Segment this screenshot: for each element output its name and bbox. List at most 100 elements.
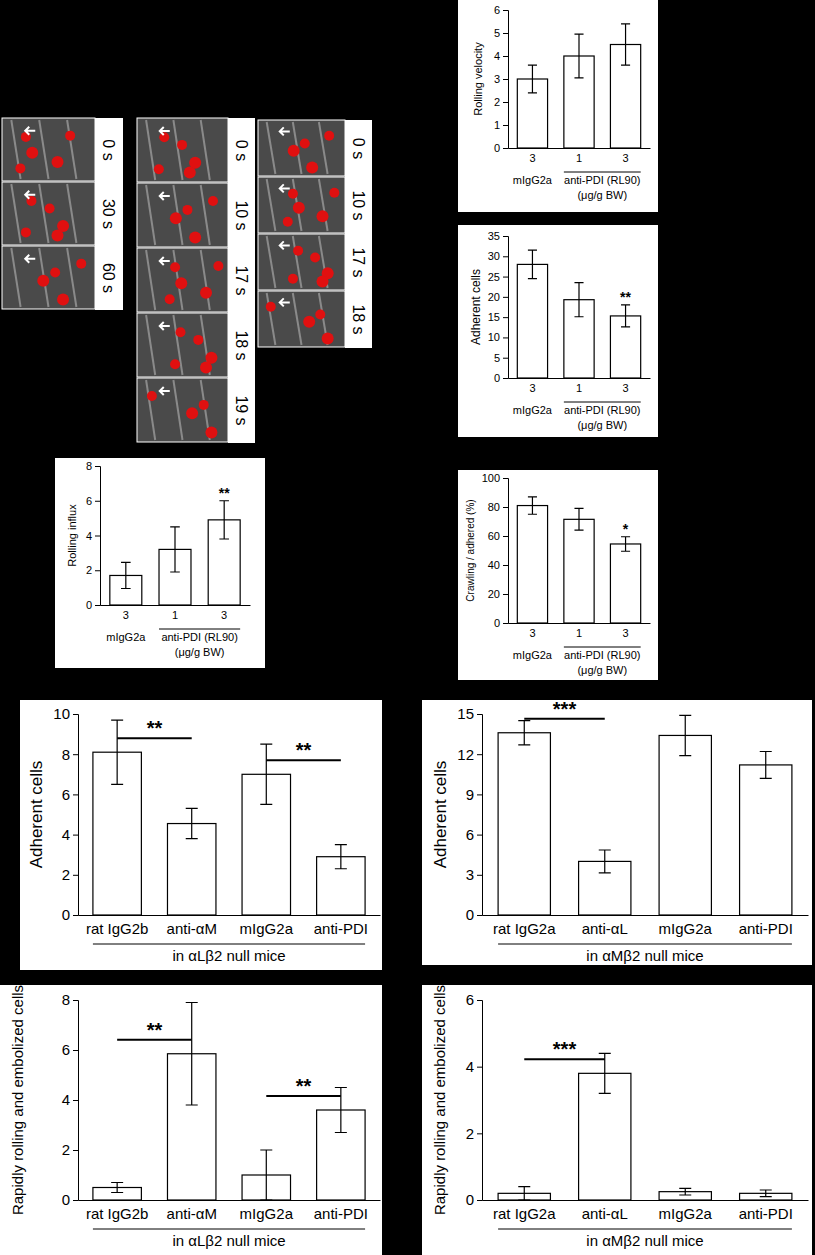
cell <box>199 400 209 410</box>
tick-mark <box>73 794 78 795</box>
tick-mark <box>503 236 508 237</box>
error-bar <box>121 562 131 588</box>
vessel-texture <box>201 250 210 310</box>
tick-label: rat IgG2b <box>86 920 149 937</box>
vessel-texture <box>267 236 276 288</box>
error-bar <box>186 808 198 838</box>
error-bar <box>621 24 630 65</box>
panel-background <box>0 985 382 1255</box>
time-label: 17 s <box>350 247 367 277</box>
error-bar <box>621 537 630 552</box>
tick-label: 3 <box>123 609 129 621</box>
y-tick: 2 <box>86 564 100 576</box>
tick-mark <box>73 1200 78 1201</box>
tick-mark <box>503 79 508 80</box>
x-tick: anti-αM <box>167 915 217 937</box>
time-label: 0 s <box>100 139 117 160</box>
significance: ** <box>620 289 631 305</box>
cell <box>310 253 320 263</box>
tick-label: 2 <box>494 96 500 108</box>
tick-label: 2 <box>62 1141 70 1158</box>
cell <box>200 361 212 373</box>
group-label: mIgG2a <box>513 404 553 416</box>
tick-label: 5 <box>494 27 500 39</box>
axis-line <box>483 1200 809 1201</box>
x-tick: 3 <box>123 605 129 621</box>
bar-chart: 05101520253035313Adherent cellsmIgG2aant… <box>458 225 658 437</box>
axis-title: Rolling velocity <box>472 42 484 116</box>
arrow <box>280 127 290 135</box>
axis-title: Rapidly rolling and embolized cells <box>9 985 26 1215</box>
plot-area <box>110 501 240 605</box>
error-bar <box>679 715 691 755</box>
tick-mark <box>477 1133 482 1134</box>
x-axis: rat IgG2banti-αMmIgG2aanti-PDI <box>79 1200 381 1222</box>
y-tick: 3 <box>466 866 482 883</box>
y-tick: 0 <box>466 1191 482 1208</box>
axis-title: in αLβ2 null mice <box>172 947 285 964</box>
cell <box>288 189 298 199</box>
cell <box>170 212 182 224</box>
tick-label: mIgG2a <box>240 1205 294 1222</box>
bar-chart: 0123456313Rolling velocitymIgG2aanti-PDI… <box>458 0 658 212</box>
axis-line <box>503 237 509 379</box>
time-label: 0 s <box>233 140 250 161</box>
frame <box>137 313 228 377</box>
tick-mark <box>503 536 508 537</box>
tick-mark <box>73 1100 78 1101</box>
tick-label: anti-PDI <box>314 1205 368 1222</box>
arrow <box>25 127 35 135</box>
cell <box>170 359 180 369</box>
vessel-texture <box>173 380 182 440</box>
y-tick: 20 <box>488 588 508 600</box>
tick-mark <box>477 794 482 795</box>
cell <box>26 147 38 159</box>
bar <box>659 735 711 915</box>
cell <box>159 132 169 142</box>
vessel-texture <box>39 120 48 179</box>
y-axis: 020406080100 <box>482 472 509 629</box>
tick-label: rat IgG2a <box>493 920 556 937</box>
x-tick: anti-PDI <box>739 1200 793 1222</box>
vessel-texture <box>146 315 155 375</box>
tick-label: 4 <box>86 530 92 542</box>
y-tick: 10 <box>53 705 78 722</box>
tick-label: 4 <box>494 50 500 62</box>
bar <box>517 264 547 378</box>
tick-label: 1 <box>576 627 582 639</box>
group-label: mIgG2a <box>106 631 146 643</box>
y-axis: 0246810 <box>53 705 78 923</box>
tick-label: 8 <box>86 460 92 472</box>
cell <box>322 333 334 345</box>
cell <box>175 277 187 289</box>
significance: *** <box>553 698 577 720</box>
arrow <box>25 255 35 263</box>
frame <box>2 118 95 181</box>
group-label: mIgG2a <box>513 174 553 186</box>
tick-mark <box>503 256 508 257</box>
group-line <box>159 629 240 630</box>
y-tick: 15 <box>457 705 482 722</box>
x-tick: rat IgG2a <box>493 915 556 937</box>
x-tick: 3 <box>221 605 227 621</box>
y-tick: 2 <box>466 1125 482 1142</box>
tick-label: 8 <box>62 991 70 1008</box>
error-bar <box>528 250 537 278</box>
error-bar <box>335 845 347 869</box>
frame <box>2 246 95 309</box>
frame-image <box>2 182 95 245</box>
time-label: 19 s <box>233 395 250 425</box>
plot-area <box>498 715 792 915</box>
bar-chart: 020406080100313Crawling / adhered (%)mIg… <box>458 470 658 680</box>
y-tick: 30 <box>488 250 508 262</box>
panel-background <box>458 225 658 437</box>
tick-label: mIgG2a <box>240 920 294 937</box>
tick-label: 4 <box>466 1058 474 1075</box>
cell <box>177 140 187 150</box>
y-tick: 2 <box>62 866 78 883</box>
tick-label: anti-PDI <box>314 920 368 937</box>
y-tick: 40 <box>488 559 508 571</box>
error-bar <box>760 1190 772 1197</box>
axis-title: (μg/g BW) <box>577 189 627 201</box>
group-label: anti-PDI (RL90) <box>161 631 237 643</box>
